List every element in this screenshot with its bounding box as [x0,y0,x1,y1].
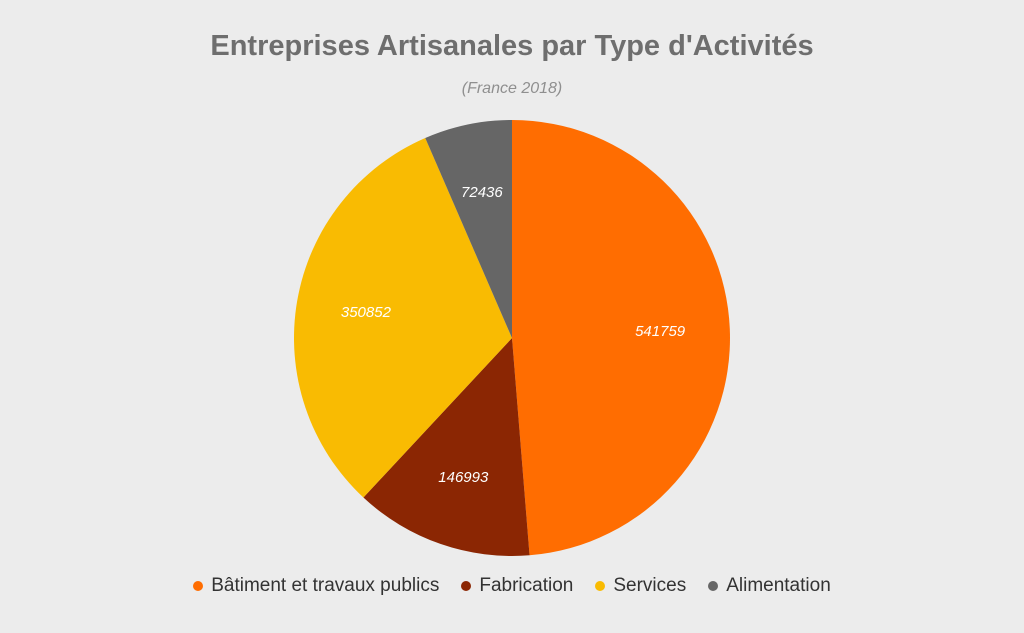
pie-slice-fabrication[interactable] [363,338,530,556]
legend: Bâtiment et travaux publics Fabrication … [0,575,1024,597]
legend-label-batiment: Bâtiment et travaux publics [211,575,440,596]
legend-item-batiment[interactable]: Bâtiment et travaux publics [193,575,439,597]
data-label-services: 350852 [341,304,392,321]
legend-label-services: Services [613,575,687,596]
legend-label-alimentation: Alimentation [726,575,831,596]
data-label-fabrication: 146993 [438,469,489,486]
chart-title: Entreprises Artisanales par Type d'Activ… [210,30,814,62]
chart-subtitle: (France 2018) [461,80,563,97]
legend-swatch-services [595,581,606,591]
legend-swatch-batiment [193,581,204,591]
data-label-alimentation: 72436 [461,184,503,201]
pie-slice-services[interactable] [294,138,512,498]
legend-swatch-fabrication [461,581,472,591]
data-label-batiment: 541759 [635,323,686,340]
legend-item-alimentation[interactable]: Alimentation [708,575,831,597]
pie-slices-group [294,120,730,556]
legend-item-services[interactable]: Services [595,575,686,597]
legend-swatch-alimentation [708,581,719,591]
legend-label-fabrication: Fabrication [479,575,574,596]
pie-labels-group: 541759 146993 350852 72436 [341,184,686,486]
legend-item-fabrication[interactable]: Fabrication [461,575,573,597]
pie-slice-alimentation[interactable] [425,120,512,338]
pie-slice-batiment[interactable] [512,120,730,556]
